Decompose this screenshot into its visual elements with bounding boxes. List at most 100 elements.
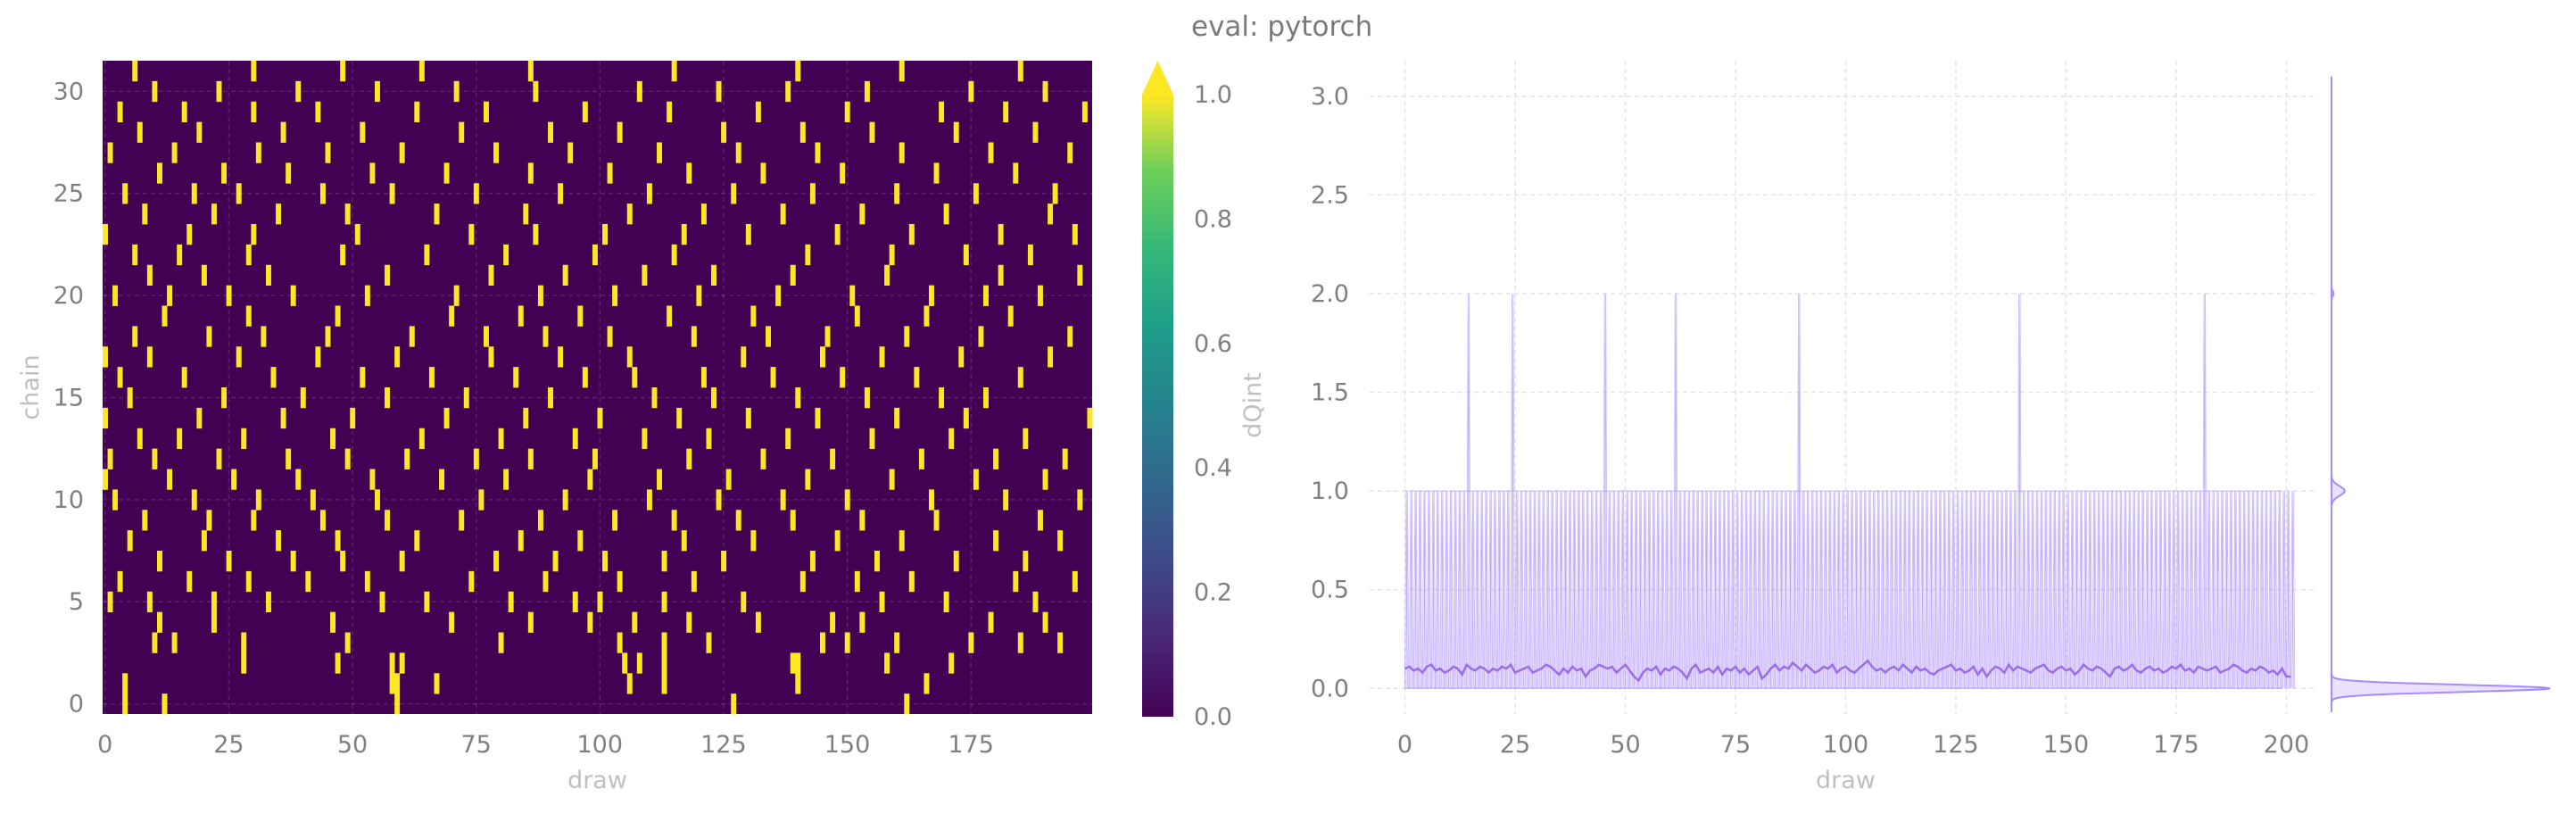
heatmap-cell (443, 162, 450, 184)
heatmap-cell (799, 570, 806, 593)
heatmap-cell (617, 632, 623, 653)
heatmap-cell (404, 448, 410, 469)
heatmap-cell (107, 142, 113, 163)
heatmap-cell (335, 530, 341, 552)
heatmap-cell (463, 387, 469, 409)
heatmap-cell (572, 591, 578, 613)
heatmap-cell (943, 204, 949, 225)
heatmap-cell (280, 407, 286, 429)
heatmap-cell (963, 407, 969, 429)
heatmap-cell (449, 611, 455, 633)
heatmap-xtick-label: 50 (337, 731, 368, 759)
heatmap-cell (107, 591, 113, 613)
heatmap-cell (558, 346, 564, 368)
heatmap-cell (310, 489, 316, 511)
trace-ytick-label: 1.5 (1311, 379, 1349, 407)
heatmap-cell (894, 183, 900, 204)
heatmap-cell (483, 326, 489, 347)
heatmap-ytick-label: 10 (54, 486, 84, 514)
heatmap-xtick-label: 75 (460, 731, 491, 759)
heatmap-cell (809, 551, 816, 572)
heatmap-cell (122, 694, 128, 715)
heatmap-cell (725, 469, 732, 490)
heatmap-cell (657, 469, 662, 490)
heatmap-cell (335, 305, 341, 327)
heatmap-cell (671, 61, 677, 82)
heatmap-ytick-label: 20 (54, 282, 84, 310)
heatmap-cell (686, 448, 692, 469)
heatmap-cell (181, 367, 187, 388)
heatmap-cell (805, 469, 811, 490)
heatmap-xtick-label: 125 (700, 731, 747, 759)
heatmap-cell (206, 510, 212, 531)
heatmap-cell (533, 224, 539, 245)
heatmap-cell (498, 632, 504, 653)
heatmap-cell (360, 367, 366, 388)
heatmap-cell (1067, 142, 1073, 163)
heatmap-cell (815, 407, 821, 429)
colorbar-extend-arrow (1142, 61, 1173, 95)
heatmap-cell (617, 570, 623, 593)
heatmap-cell (1017, 61, 1023, 82)
heatmap-cell (330, 428, 336, 450)
heatmap-cell (978, 326, 984, 347)
heatmap-cell (211, 591, 217, 613)
heatmap-cell (389, 652, 395, 674)
heatmap-cell (360, 121, 366, 143)
heatmap-cell (691, 570, 697, 593)
heatmap-cell (418, 61, 425, 82)
trace-xtick-label: 200 (2264, 731, 2310, 759)
heatmap-cell (795, 387, 801, 409)
heatmap-cell (968, 632, 974, 653)
heatmap-cell (251, 61, 257, 82)
heatmap-cell (790, 510, 796, 531)
colorbar-tick-label: 0.6 (1194, 330, 1232, 358)
heatmap-cell (251, 224, 257, 245)
colorbar-tick-label: 0.0 (1194, 703, 1232, 731)
heatmap-cell (830, 611, 836, 633)
heatmap-cell (805, 244, 811, 266)
heatmap-cell (592, 244, 598, 266)
heatmap-cell (691, 326, 697, 347)
heatmap-cell (859, 611, 866, 633)
heatmap-cell (790, 264, 796, 287)
heatmap-xtick-label: 100 (576, 731, 623, 759)
heatmap-cell (221, 162, 228, 184)
heatmap-xtick-label: 0 (97, 731, 112, 759)
heatmap-cell (834, 224, 841, 245)
heatmap-cell (948, 652, 955, 674)
heatmap-cell (167, 285, 173, 306)
heatmap-cell (597, 591, 603, 613)
heatmap-cell (864, 387, 870, 409)
heatmap-cell (587, 611, 593, 633)
kde-marginal (2331, 76, 2551, 712)
heatmap-cell (548, 387, 553, 409)
heatmap-cell (211, 204, 217, 225)
figure-title: eval: pytorch (1191, 11, 1373, 43)
heatmap-cell (908, 224, 915, 245)
heatmap-cell (731, 694, 737, 715)
heatmap-cell (1032, 591, 1039, 613)
heatmap-cell (799, 121, 806, 143)
heatmap-cell (276, 204, 282, 225)
heatmap-cell (335, 652, 341, 674)
heatmap-cell (251, 510, 257, 531)
heatmap-cell (344, 204, 351, 225)
heatmap-cell (286, 162, 292, 184)
heatmap-cell (622, 652, 628, 674)
heatmap-cell (488, 264, 494, 287)
heatmap-cell (854, 305, 860, 327)
heatmap-cell (191, 489, 197, 511)
heatmap-cell (1032, 121, 1039, 143)
heatmap-cell (453, 80, 460, 103)
heatmap-cell (523, 204, 529, 225)
heatmap-ytick-label: 25 (54, 180, 84, 208)
heatmap-cell (780, 489, 786, 511)
heatmap-cell (181, 101, 187, 123)
colorbar-tick-label: 0.8 (1194, 205, 1232, 233)
heatmap-cell (241, 428, 247, 450)
trace-xlabel: draw (1816, 767, 1876, 794)
heatmap-cell (632, 611, 638, 633)
heatmap-xlabel: draw (567, 767, 627, 794)
heatmap-cell (667, 305, 673, 327)
